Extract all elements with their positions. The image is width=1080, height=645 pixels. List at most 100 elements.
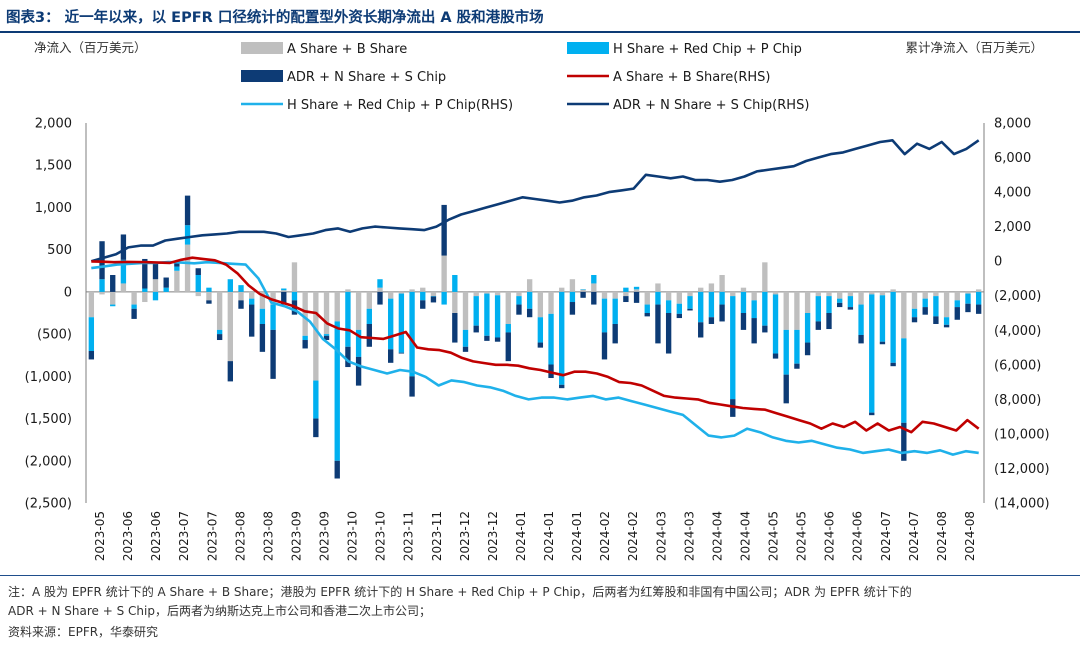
bar-adr (484, 335, 490, 341)
bar-a-share (216, 291, 223, 330)
y-tick-label: 0 (64, 285, 72, 300)
y-tick-label: (2,000) (25, 454, 72, 469)
legend: A Share + B Share H Share + Red Chip + P … (241, 42, 809, 113)
y2-tick-label: 8,000 (994, 117, 1031, 132)
bar-adr (195, 268, 201, 275)
bar-h-share (954, 300, 960, 308)
bar-adr (227, 361, 233, 382)
bar-adr (815, 321, 821, 330)
bar-adr (879, 341, 886, 345)
y2-tick-label: (8,000) (994, 393, 1041, 408)
bar-adr (388, 349, 394, 363)
bar-adr (965, 303, 971, 313)
bar-adr (826, 313, 832, 330)
bar-a-share (184, 244, 191, 292)
x-tick-label: 2023-08 (233, 511, 247, 561)
bar-a-share (355, 291, 362, 330)
bar-h-share (238, 285, 244, 292)
bar-a-share (366, 291, 372, 309)
bar-h-share (665, 300, 672, 313)
bar-h-share (131, 304, 137, 309)
x-tick-label: 2024-04 (739, 511, 753, 561)
bar-adr (420, 300, 426, 309)
bar-adr (99, 241, 105, 280)
bar-adr (302, 340, 308, 349)
footer-divider (0, 575, 1080, 576)
bar-h-share (174, 266, 180, 271)
legend-label: H Share + Red Chip + P Chip (613, 42, 802, 57)
bar-adr (537, 342, 544, 348)
bar-adr (249, 304, 255, 337)
x-tick-label: 2024-01 (542, 511, 556, 561)
bar-adr (152, 261, 159, 280)
bar-h-share (377, 279, 383, 288)
bar-a-share (708, 283, 715, 292)
bar-a-share (462, 291, 469, 330)
bar-adr (858, 334, 864, 344)
bar-h-share (323, 334, 330, 336)
y2-tick-label: (2,000) (994, 289, 1041, 304)
bar-h-share (334, 321, 340, 461)
x-tick-label: 2023-06 (121, 511, 135, 561)
bar-h-share (847, 296, 854, 308)
bar-a-share (783, 291, 789, 330)
x-tick-label: 2023-12 (458, 511, 472, 561)
bar-h-share (494, 295, 501, 338)
bar-a-share (131, 291, 137, 305)
bar-h-share (644, 304, 650, 313)
bar-adr (591, 291, 597, 305)
bar-adr (131, 308, 137, 319)
tick-labels: 2,000 1,500 1,000 500 0 (500) (1,000) (1,500) (2… (25, 117, 1050, 562)
bar-a-share (559, 287, 565, 292)
x-tick-label: 2024-07 (879, 511, 893, 561)
x-tick-label: 2023-09 (290, 511, 304, 561)
bar-a-share (901, 291, 907, 339)
bar-adr (612, 323, 618, 344)
bar-h-share (751, 300, 757, 319)
bar-adr (452, 313, 458, 343)
bar-h-share (110, 304, 116, 307)
footnote-line-1: 注：A 股为 EPFR 统计下的 A Share + B Share；港股为 E… (8, 585, 912, 599)
bar-h-share (505, 323, 511, 333)
bar-h-share (152, 291, 159, 301)
bar-adr (719, 304, 725, 322)
bar-h-share (526, 291, 533, 309)
bar-adr (494, 337, 501, 342)
bar-h-share (441, 291, 447, 305)
bar-adr (334, 460, 340, 479)
bar-h-share (259, 308, 266, 324)
bar-h-share (965, 293, 971, 304)
bar-adr (473, 325, 479, 333)
bar-a-share (943, 291, 950, 318)
bar-adr (740, 313, 747, 330)
bar-a-share (142, 291, 148, 303)
bar-a-share (676, 291, 682, 304)
x-tick-label: 2023-05 (93, 511, 107, 561)
bar-h-share (559, 291, 565, 385)
bar-a-share (270, 291, 276, 305)
bar-a-share (687, 291, 693, 297)
bar-a-share (965, 291, 971, 294)
bar-a-share (238, 291, 244, 301)
bar-a-share (323, 291, 330, 335)
bar-h-share (933, 296, 939, 317)
bar-h-share (591, 275, 597, 284)
bar-adr (355, 356, 362, 386)
bar-a-share (655, 283, 661, 292)
bar-adr (633, 291, 640, 303)
bar-h-share (815, 296, 821, 322)
x-tick-label: 2023-10 (374, 511, 388, 561)
bar-adr (259, 323, 266, 352)
bar-adr (847, 307, 854, 310)
bar-a-share (420, 287, 426, 292)
bar-h-share (858, 304, 864, 335)
bar-h-share (719, 291, 725, 305)
bar-h-share (206, 287, 212, 292)
bar-a-share (933, 291, 939, 297)
bar-a-share (762, 262, 768, 292)
bar-h-share (281, 288, 287, 291)
bar-h-share (270, 304, 276, 330)
bar-a-share (152, 279, 159, 292)
bar-h-share (120, 259, 127, 284)
x-tick-label: 2023-09 (318, 511, 332, 561)
